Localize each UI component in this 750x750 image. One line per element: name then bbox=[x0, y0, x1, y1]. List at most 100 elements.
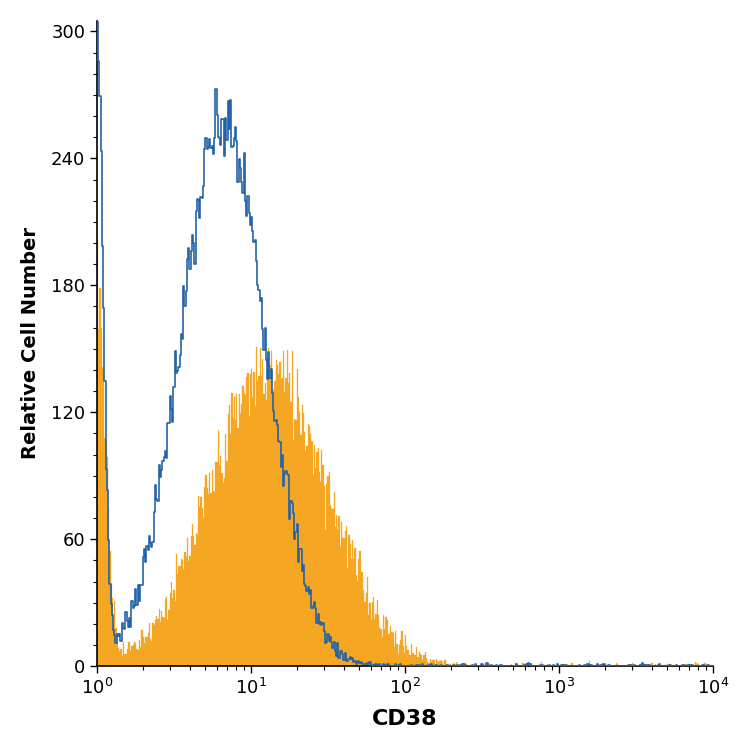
Bar bbox=[142, 637, 144, 666]
Bar bbox=[441, 660, 442, 666]
Bar bbox=[158, 609, 160, 666]
Bar bbox=[484, 665, 485, 666]
Bar bbox=[399, 645, 400, 666]
Bar bbox=[416, 646, 417, 666]
Bar bbox=[292, 352, 293, 666]
Bar bbox=[231, 393, 232, 666]
Bar bbox=[112, 598, 113, 666]
Bar bbox=[209, 472, 210, 666]
Bar bbox=[427, 662, 428, 666]
Bar bbox=[331, 509, 332, 666]
Bar bbox=[309, 426, 310, 666]
Bar bbox=[288, 383, 290, 666]
Bar bbox=[405, 634, 406, 666]
Bar bbox=[313, 475, 314, 666]
Bar bbox=[455, 662, 457, 666]
Bar bbox=[198, 496, 200, 666]
Bar bbox=[363, 590, 364, 666]
Bar bbox=[225, 433, 226, 666]
Bar bbox=[305, 451, 307, 666]
Bar bbox=[434, 665, 436, 666]
Bar bbox=[230, 433, 231, 666]
Bar bbox=[304, 432, 305, 666]
Bar bbox=[704, 663, 706, 666]
Bar bbox=[596, 664, 597, 666]
Bar bbox=[486, 664, 488, 666]
Bar bbox=[417, 657, 419, 666]
Bar bbox=[442, 662, 443, 666]
Bar bbox=[452, 664, 453, 666]
Bar bbox=[499, 664, 500, 666]
Bar bbox=[616, 663, 617, 666]
Bar bbox=[585, 664, 586, 666]
Bar bbox=[203, 518, 204, 666]
Bar bbox=[181, 560, 182, 666]
Bar bbox=[271, 351, 272, 666]
Bar bbox=[113, 620, 114, 666]
Bar bbox=[134, 642, 135, 666]
Bar bbox=[432, 661, 433, 666]
Y-axis label: Relative Cell Number: Relative Cell Number bbox=[21, 227, 40, 460]
Bar bbox=[259, 376, 260, 666]
Bar bbox=[433, 661, 434, 666]
Bar bbox=[428, 663, 430, 666]
Bar bbox=[210, 493, 212, 666]
Bar bbox=[135, 643, 136, 666]
Bar bbox=[240, 413, 242, 666]
Bar bbox=[350, 544, 351, 666]
Bar bbox=[413, 655, 415, 666]
Bar bbox=[169, 610, 170, 666]
Bar bbox=[272, 392, 273, 666]
Bar bbox=[465, 664, 466, 666]
Bar bbox=[248, 416, 250, 666]
Bar bbox=[422, 660, 424, 666]
Bar bbox=[177, 574, 178, 666]
Bar bbox=[364, 602, 365, 666]
Bar bbox=[308, 424, 309, 666]
Bar bbox=[436, 659, 437, 666]
Bar bbox=[466, 665, 468, 666]
Bar bbox=[488, 664, 489, 666]
Bar bbox=[139, 640, 140, 666]
Bar bbox=[361, 572, 362, 666]
Bar bbox=[409, 655, 410, 666]
Bar bbox=[215, 461, 217, 666]
Bar bbox=[332, 509, 334, 666]
Bar bbox=[319, 472, 320, 666]
Bar bbox=[457, 664, 458, 666]
Bar bbox=[252, 398, 254, 666]
Bar bbox=[415, 656, 416, 666]
Bar bbox=[614, 664, 616, 666]
Bar bbox=[229, 405, 230, 666]
Bar bbox=[165, 599, 166, 666]
Bar bbox=[446, 664, 447, 666]
Bar bbox=[176, 554, 177, 666]
Bar bbox=[130, 651, 131, 666]
Bar bbox=[382, 615, 384, 666]
Bar bbox=[141, 630, 142, 666]
Bar bbox=[347, 568, 348, 666]
Bar bbox=[162, 617, 164, 666]
Bar bbox=[367, 578, 368, 666]
Bar bbox=[655, 664, 656, 666]
Bar bbox=[238, 394, 240, 666]
Bar bbox=[122, 656, 123, 666]
Bar bbox=[266, 400, 267, 666]
Bar bbox=[276, 360, 277, 666]
Bar bbox=[314, 445, 315, 666]
Bar bbox=[263, 394, 265, 666]
Bar bbox=[384, 629, 386, 666]
Bar bbox=[322, 465, 324, 666]
Bar bbox=[453, 663, 454, 666]
Bar bbox=[97, 238, 98, 666]
Bar bbox=[127, 649, 128, 666]
Bar bbox=[589, 662, 590, 666]
Bar bbox=[118, 649, 119, 666]
Bar bbox=[352, 540, 353, 666]
Bar bbox=[602, 664, 603, 666]
Bar bbox=[250, 374, 251, 666]
Bar bbox=[202, 509, 203, 666]
Bar bbox=[117, 641, 118, 666]
Bar bbox=[214, 492, 215, 666]
Bar bbox=[454, 664, 455, 666]
